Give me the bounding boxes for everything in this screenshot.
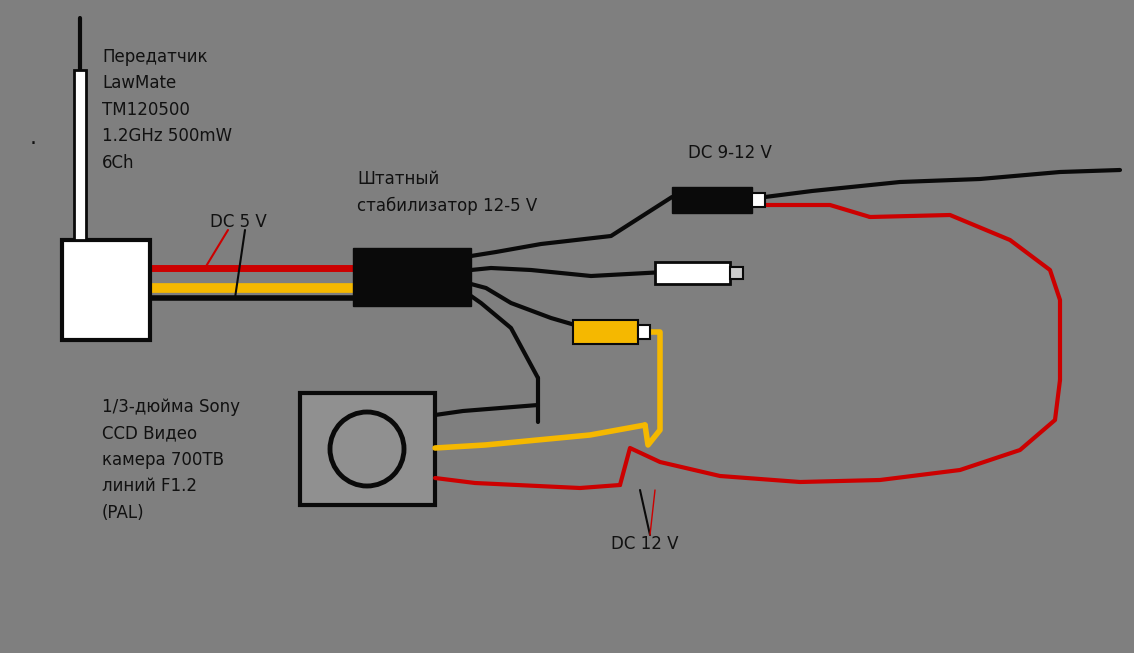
Bar xyxy=(672,187,752,213)
Text: DC 12 V: DC 12 V xyxy=(611,535,679,553)
Bar xyxy=(573,320,638,344)
Text: DC 5 V: DC 5 V xyxy=(210,213,266,231)
Bar xyxy=(655,262,730,284)
Text: 1/3-дюйма Sony
CCD Видео
камера 700ТВ
линий F1.2
(PAL): 1/3-дюйма Sony CCD Видео камера 700ТВ ли… xyxy=(102,398,240,522)
Bar xyxy=(730,267,743,279)
Bar xyxy=(353,248,471,306)
Text: Передатчик
LawMate
ТМ120500
1.2GHz 500mW
6Ch: Передатчик LawMate ТМ120500 1.2GHz 500mW… xyxy=(102,48,232,172)
Text: Штатный
стабилизатор 12-5 V: Штатный стабилизатор 12-5 V xyxy=(357,170,538,215)
Text: .: . xyxy=(29,128,37,148)
Bar xyxy=(638,325,650,339)
Bar xyxy=(301,393,435,505)
Text: DC 9-12 V: DC 9-12 V xyxy=(688,144,772,162)
Bar xyxy=(62,240,150,340)
Bar xyxy=(752,193,765,207)
Bar xyxy=(74,70,86,240)
